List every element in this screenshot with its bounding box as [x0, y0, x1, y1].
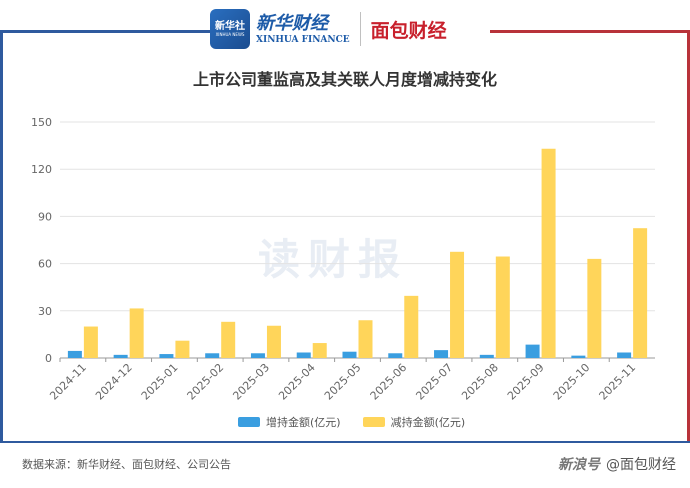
bar-increase [525, 344, 540, 358]
xinhua-logo-text: 新华社 [215, 20, 245, 32]
bar-decrease [495, 256, 510, 358]
x-tick-label: 2025-08 [459, 361, 501, 403]
data-source: 数据来源：新华财经、面包财经、公司公告 [22, 458, 231, 471]
bar-decrease [312, 343, 327, 358]
y-tick-labels: 0 30 60 90 120 150 [31, 116, 52, 365]
header-logos: 新华社 XINHUA NEWS 新华财经 XINHUA FINANCE 面包财经 [210, 4, 490, 54]
bar-increase [617, 352, 632, 358]
x-tick-label: 2025-09 [505, 361, 547, 403]
x-tick-label: 2025-07 [413, 361, 455, 403]
bar-decrease [450, 251, 465, 358]
bar-increase [342, 351, 357, 358]
xinhua-logo-sub: XINHUA NEWS [215, 31, 245, 37]
bar-increase [434, 350, 449, 358]
x-tick-labels: 2024-11 2024-12 2025-01 2025-02 2025-03 2025-… [47, 361, 638, 403]
bar-increase [388, 353, 403, 358]
legend-item-decrease: 减持金额(亿元) [362, 414, 466, 430]
bar-decrease [633, 228, 648, 358]
frame-left [0, 30, 3, 442]
xinhua-brand-cn: 新华财经 [256, 13, 328, 34]
x-tick-label: 2025-02 [185, 361, 227, 403]
grid-lines [60, 121, 655, 359]
credit-brand: 新浪号 [558, 457, 600, 473]
y-tick-label: 150 [31, 116, 52, 129]
legend-swatch-decrease [362, 417, 385, 427]
bar-increase [296, 352, 311, 358]
bar-decrease [221, 321, 236, 358]
bar-increase [113, 354, 128, 358]
logo-separator [359, 12, 361, 46]
bar-decrease [541, 148, 556, 358]
bar-decrease [358, 320, 373, 358]
bar-increase [159, 354, 174, 358]
y-tick-label: 60 [38, 258, 52, 271]
bar-decrease [404, 295, 419, 358]
chart-title: 上市公司董监高及其关联人月度增减持变化 [192, 70, 497, 89]
xinhua-logo: 新华社 XINHUA NEWS [210, 9, 250, 49]
frame-right [687, 30, 690, 442]
x-tick-label: 2025-04 [276, 361, 318, 403]
credit-text: @面包财经 [606, 457, 676, 473]
bar-increase [205, 353, 220, 358]
bar-decrease [83, 326, 98, 358]
x-tick-label: 2025-11 [597, 361, 639, 403]
bar-decrease [175, 340, 190, 358]
x-tick-label: 2024-12 [93, 361, 135, 403]
x-tick-label: 2025-06 [368, 361, 410, 403]
bar-decrease [129, 308, 144, 358]
y-tick-label: 30 [38, 305, 52, 318]
bar-increase [250, 353, 265, 358]
xinhua-brand-en: XINHUA FINANCE [256, 35, 350, 45]
y-tick-label: 90 [38, 210, 52, 223]
bar-decrease [266, 325, 281, 358]
legend-swatch-increase [238, 417, 260, 427]
y-tick-label: 120 [31, 163, 52, 176]
legend-label-increase: 增持金额(亿元) [266, 416, 341, 429]
bar-increase [67, 350, 82, 358]
bar-increase [571, 355, 586, 358]
legend-label-decrease: 减持金额(亿元) [390, 416, 466, 429]
credit: 新浪号 @面包财经 [558, 454, 676, 474]
bar-decrease [587, 258, 602, 358]
legend: 增持金额(亿元) 减持金额(亿元) [238, 414, 487, 430]
mianbao-brand: 面包财经 [370, 19, 447, 42]
bar-increase [479, 354, 494, 358]
frame-bottom [0, 441, 690, 443]
x-tick-label: 2025-01 [139, 361, 181, 403]
bars [59, 148, 648, 362]
x-tick-label: 2025-05 [322, 361, 364, 403]
x-tick-label: 2025-03 [230, 361, 272, 403]
legend-item-increase: 增持金额(亿元) [238, 414, 341, 430]
xinhua-finance-brand: 新华财经 XINHUA FINANCE [256, 13, 350, 45]
x-tick-label: 2024-11 [47, 361, 89, 403]
y-tick-label: 0 [45, 352, 52, 365]
watermark: 读财报 [258, 235, 409, 284]
x-tick-label: 2025-10 [551, 361, 593, 403]
